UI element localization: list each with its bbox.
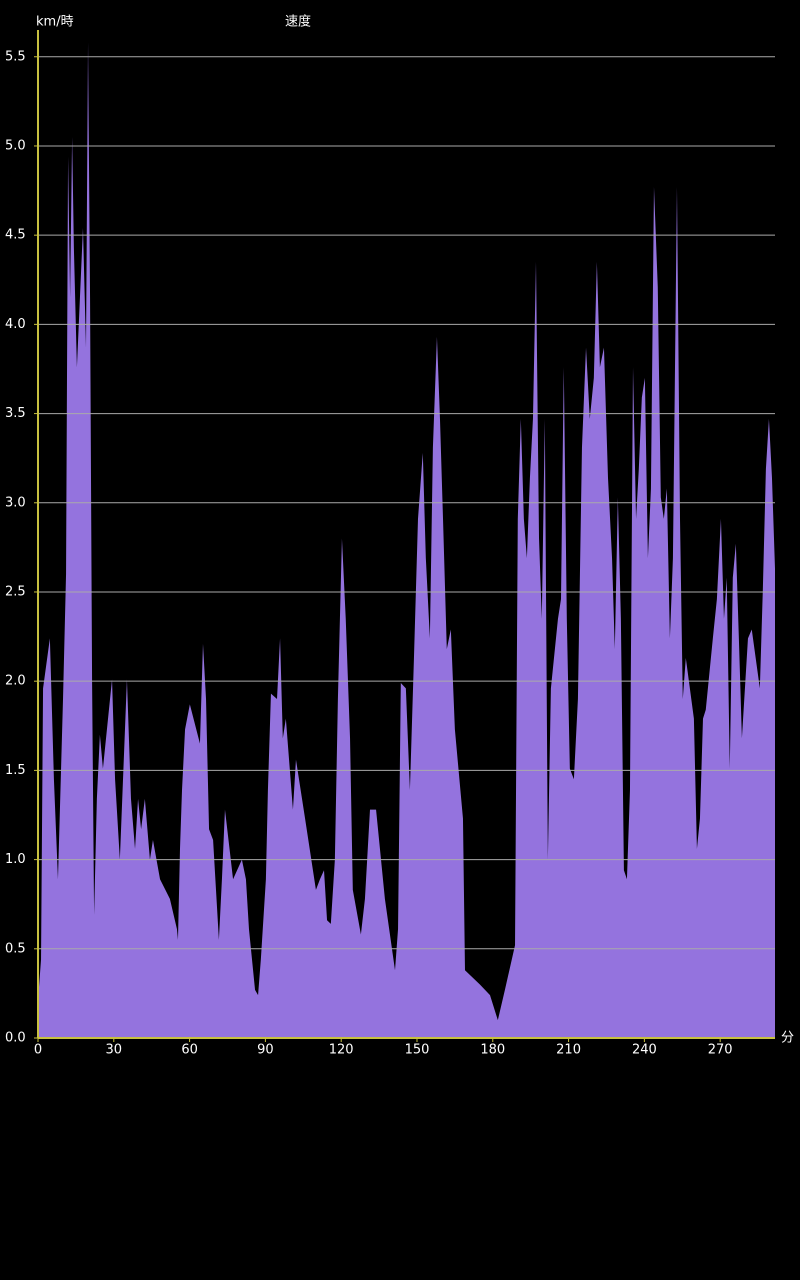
x-tick-label: 270	[708, 1043, 733, 1058]
x-tick-label: 120	[329, 1043, 354, 1058]
y-tick-label: 4.5	[5, 228, 26, 243]
y-tick-label: 0.0	[5, 1031, 26, 1046]
y-tick-label: 3.5	[5, 406, 26, 421]
x-axis-label: 分	[781, 1031, 794, 1046]
x-tick-label: 60	[181, 1043, 198, 1058]
speed-area	[38, 42, 775, 1038]
y-tick-label: 2.0	[5, 674, 26, 689]
x-tick-label: 210	[556, 1043, 581, 1058]
y-tick-label: 5.0	[5, 138, 26, 153]
y-unit: km/時	[36, 15, 74, 30]
chart-title: 速度	[285, 14, 311, 30]
x-tick-label: 90	[257, 1043, 274, 1058]
y-tick-label: 5.5	[5, 49, 26, 64]
x-tick-label: 0	[34, 1043, 42, 1058]
y-tick-label: 1.5	[5, 763, 26, 778]
y-tick-label: 0.5	[5, 941, 26, 956]
x-tick-label: 240	[632, 1043, 657, 1058]
x-tick-label: 180	[480, 1043, 505, 1058]
y-tick-label: 4.0	[5, 317, 26, 332]
y-tick-label: 3.0	[5, 495, 26, 510]
y-tick-label: 1.0	[5, 852, 26, 867]
x-tick-label: 30	[106, 1043, 123, 1058]
y-tick-label: 2.5	[5, 584, 26, 599]
x-tick-label: 150	[405, 1043, 430, 1058]
